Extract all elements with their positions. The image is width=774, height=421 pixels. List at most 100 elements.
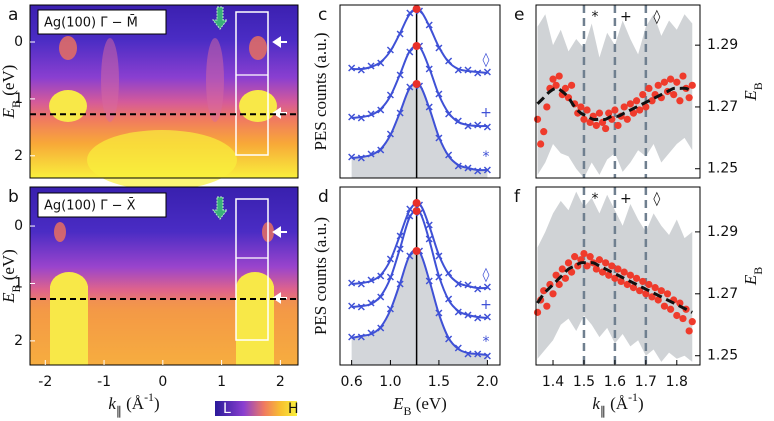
title-box: [37, 9, 167, 35]
data-cross: [454, 66, 462, 74]
data-cross: [454, 280, 462, 288]
data-point: [679, 314, 687, 323]
label-part: ): [154, 394, 160, 413]
y-tick-label: 0: [14, 34, 23, 50]
data-cross: [435, 90, 443, 98]
data-cross: [357, 333, 365, 341]
data-cross: [386, 255, 394, 263]
data-cross: [348, 153, 356, 161]
intensity-map: Ag(100) Γ̄ − X̄: [30, 187, 298, 365]
label-part: PES counts (a.u.): [311, 32, 330, 150]
data-point: [592, 121, 600, 130]
data-cross: [406, 205, 414, 213]
label-part: E: [741, 90, 760, 102]
data-cross: [348, 64, 356, 72]
data-cross: [474, 350, 482, 358]
series-label: ◊: [483, 52, 490, 68]
label-part: k: [592, 394, 600, 413]
peak-marker: [412, 5, 421, 13]
data-cross: [406, 252, 414, 260]
map-feature: [54, 222, 66, 242]
label-part: B: [751, 267, 765, 275]
data-point: [623, 280, 631, 289]
data-point: [660, 78, 669, 86]
arrow: [272, 107, 287, 119]
plot-frame: [535, 186, 701, 366]
data-point: [595, 256, 604, 264]
data-cross: [435, 273, 443, 281]
data-point: [555, 280, 563, 289]
label-part: (eV): [411, 394, 446, 413]
data-cross: [445, 269, 453, 277]
title-box: [37, 192, 167, 218]
data-point: [543, 103, 551, 111]
data-point: [577, 103, 585, 111]
data-point: [586, 118, 594, 126]
data-cross: [367, 150, 375, 158]
label-part: k: [108, 394, 116, 413]
data-point: [552, 271, 560, 279]
label-part: E: [0, 107, 18, 119]
data-point: [598, 268, 607, 276]
data-cross: [386, 91, 394, 99]
data-point: [605, 271, 613, 279]
y-tick-label: 1.29: [707, 37, 738, 53]
data-cross: [357, 154, 365, 162]
marker-label: ◊: [653, 9, 660, 25]
x-tick-label: 0.6: [341, 374, 363, 390]
x-tick-label: 1.8: [666, 374, 688, 390]
x-tick-label: 1.7: [635, 374, 657, 390]
data-cross: [396, 71, 404, 79]
panel-label: d: [318, 187, 329, 207]
data-cross: [348, 302, 356, 310]
data-point: [648, 293, 656, 301]
data-point: [602, 124, 610, 133]
data-cross: [425, 65, 433, 73]
data-cross: [483, 123, 491, 131]
series-label: +: [480, 297, 492, 313]
x-tick-label: 2.0: [476, 374, 498, 390]
y-axis-label: PES counts (a.u.): [311, 217, 330, 335]
data-point: [605, 109, 613, 117]
data-cross: [474, 167, 482, 175]
data-point: [632, 274, 641, 282]
label-part: (eV): [0, 249, 18, 284]
data-cross: [357, 114, 365, 122]
data-cross: [396, 109, 404, 117]
x-axis-label: k∥ (Å-1): [592, 390, 643, 418]
label-part: (eV): [0, 65, 18, 100]
data-cross: [386, 130, 394, 138]
y-tick-label: 2: [14, 333, 23, 349]
marker-label: *: [591, 9, 598, 25]
data-cross: [425, 235, 433, 243]
data-cross: [425, 221, 433, 229]
data-point: [688, 81, 696, 89]
panel-label: f: [514, 187, 521, 207]
data-cross: [483, 352, 491, 360]
plot-frame: [29, 186, 299, 366]
colorbar-low: L: [223, 401, 231, 417]
map-feature: [59, 36, 77, 60]
peak-marker: [412, 207, 421, 215]
data-point: [620, 268, 628, 276]
label-part: B: [751, 82, 765, 90]
y-axis-label: EB (eV): [0, 65, 23, 120]
data-cross: [406, 48, 414, 56]
data-point: [639, 277, 647, 286]
data-cross: [377, 59, 385, 67]
y-tick-label: 1.27: [707, 99, 738, 115]
label-part: B: [9, 284, 23, 292]
data-cross: [425, 277, 433, 285]
peak-area: [351, 83, 488, 178]
label-part: ): [638, 394, 644, 413]
data-cross: [464, 164, 472, 172]
marker-label: +: [620, 191, 632, 207]
data-cross: [435, 44, 443, 52]
data-cross: [483, 313, 491, 321]
data-cross: [367, 329, 375, 337]
data-point: [592, 265, 600, 273]
map-feature: [249, 36, 267, 60]
data-cross: [396, 30, 404, 38]
data-point: [654, 296, 662, 304]
